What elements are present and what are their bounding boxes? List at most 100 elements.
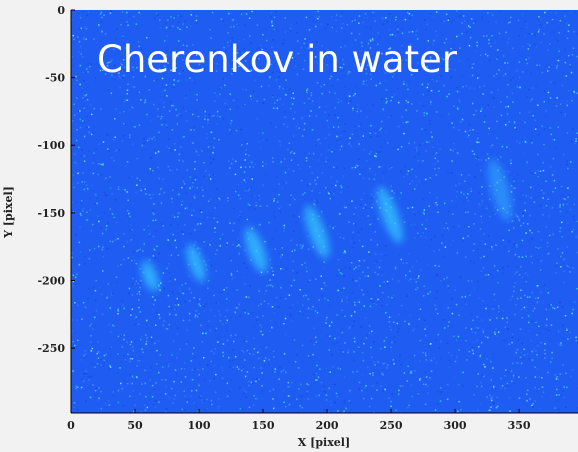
speckle xyxy=(206,178,208,180)
speckle xyxy=(142,145,144,147)
speckle xyxy=(572,225,574,227)
speckle xyxy=(245,181,247,183)
speckle xyxy=(214,364,216,366)
speckle xyxy=(424,328,426,330)
speckle xyxy=(110,208,112,210)
speckle xyxy=(370,151,372,153)
speckle xyxy=(364,149,366,151)
speckle xyxy=(103,365,105,367)
speckle xyxy=(114,118,116,120)
speckle xyxy=(399,354,401,356)
speckle xyxy=(248,190,250,192)
speckle xyxy=(315,336,317,338)
speckle xyxy=(166,84,168,86)
speckle xyxy=(525,210,527,212)
speckle xyxy=(196,390,198,392)
speckle xyxy=(575,138,577,140)
speckle xyxy=(428,90,430,92)
speckle xyxy=(77,340,79,342)
speckle xyxy=(116,149,118,151)
speckle xyxy=(309,280,311,282)
speckle xyxy=(229,390,231,392)
speckle xyxy=(369,254,371,256)
speckle xyxy=(371,223,373,225)
speckle xyxy=(410,278,412,280)
speckle xyxy=(248,313,250,315)
speckle xyxy=(80,214,82,216)
speckle xyxy=(102,314,104,316)
speckle xyxy=(271,327,273,329)
speckle xyxy=(327,300,329,302)
speckle xyxy=(111,157,113,159)
speckle xyxy=(233,100,235,102)
speckle xyxy=(131,107,133,109)
speckle xyxy=(471,280,473,282)
speckle xyxy=(189,89,191,91)
speckle xyxy=(463,238,465,240)
speckle xyxy=(498,331,500,333)
speckle xyxy=(538,67,540,69)
speckle xyxy=(115,234,117,236)
speckle xyxy=(451,122,453,124)
speckle xyxy=(137,93,139,95)
speckle xyxy=(425,179,427,181)
speckle xyxy=(458,129,460,131)
speckle xyxy=(262,161,264,163)
speckle xyxy=(520,225,522,227)
speckle xyxy=(557,248,559,250)
speckle xyxy=(376,201,378,203)
speckle xyxy=(101,17,103,19)
speckle xyxy=(318,139,320,141)
speckle xyxy=(216,302,218,304)
speckle xyxy=(159,19,161,21)
speckle xyxy=(142,352,144,354)
speckle xyxy=(497,56,499,58)
speckle xyxy=(168,166,170,168)
speckle xyxy=(556,394,558,396)
speckle xyxy=(351,200,353,202)
speckle xyxy=(326,317,328,319)
speckle xyxy=(477,77,479,79)
speckle xyxy=(169,397,171,399)
speckle xyxy=(122,304,124,306)
speckle xyxy=(243,389,245,391)
speckle xyxy=(421,236,423,238)
speckle xyxy=(97,363,99,365)
speckle xyxy=(291,382,293,384)
speckle xyxy=(115,151,117,153)
speckle xyxy=(169,110,171,112)
speckle xyxy=(76,140,78,142)
speckle xyxy=(133,235,135,237)
speckle xyxy=(397,31,399,33)
speckle xyxy=(133,411,135,413)
speckle xyxy=(273,389,275,391)
speckle xyxy=(267,271,269,273)
speckle xyxy=(183,320,185,322)
speckle xyxy=(370,224,372,226)
speckle xyxy=(443,227,445,229)
speckle xyxy=(570,66,572,68)
speckle xyxy=(143,142,145,144)
speckle xyxy=(296,126,298,128)
speckle xyxy=(351,315,353,317)
speckle xyxy=(474,21,476,23)
speckle xyxy=(429,192,431,194)
speckle xyxy=(541,239,543,241)
speckle xyxy=(543,193,545,195)
speckle xyxy=(374,174,376,176)
speckle xyxy=(413,211,415,213)
speckle xyxy=(207,288,209,290)
speckle xyxy=(542,255,544,257)
speckle xyxy=(529,398,531,400)
speckle xyxy=(551,324,553,326)
speckle xyxy=(479,356,481,358)
speckle xyxy=(185,111,187,113)
speckle xyxy=(72,56,74,58)
speckle xyxy=(522,71,524,73)
speckle xyxy=(451,160,453,162)
speckle xyxy=(316,115,318,117)
speckle xyxy=(190,176,192,178)
speckle xyxy=(408,324,410,326)
speckle xyxy=(151,138,153,140)
speckle xyxy=(82,60,84,62)
